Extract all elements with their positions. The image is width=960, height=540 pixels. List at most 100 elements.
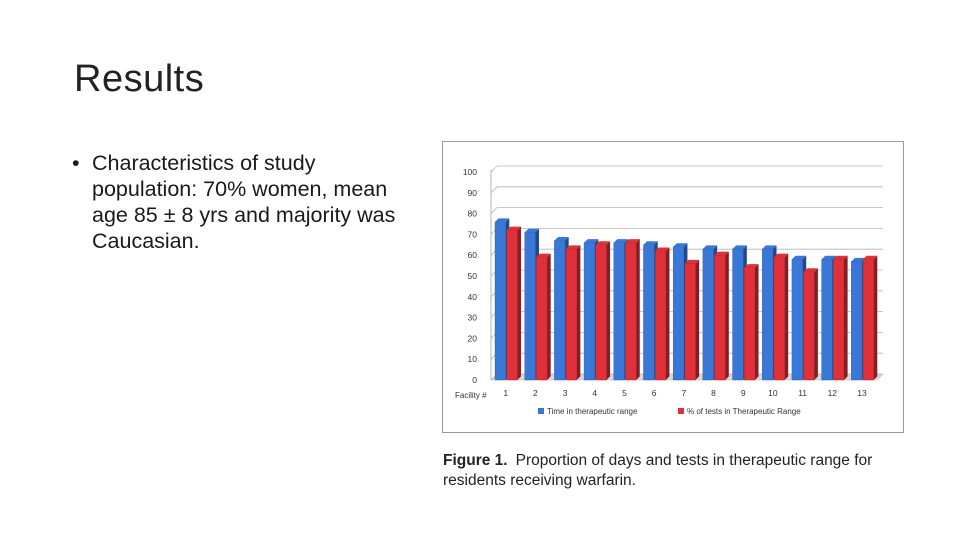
y-tick-label: 60 [468, 250, 478, 260]
bar-tests-in-range [744, 267, 756, 381]
bar-side-tests-in-range [636, 239, 640, 380]
bar-top-tests-in-range [862, 255, 878, 260]
bar-top-time-in-range [554, 237, 569, 241]
bar-top-tests-in-range [655, 247, 670, 252]
bar-tests-in-range [595, 244, 607, 381]
bar-time-in-range [702, 248, 714, 381]
bar-top-tests-in-range [684, 259, 700, 264]
bar-time-in-range [821, 259, 833, 381]
x-tick-label: 7 [681, 388, 686, 398]
bar-side-tests-in-range [606, 241, 611, 380]
bar-side-tests-in-range [695, 259, 700, 380]
x-tick-label: 11 [798, 388, 807, 398]
bar-tests-in-range [862, 259, 874, 381]
bar-top-time-in-range [643, 241, 658, 245]
slide-title: Results [74, 58, 205, 100]
bar-top-tests-in-range [714, 251, 729, 256]
bar-top-time-in-range [821, 255, 836, 260]
bar-tests-in-range [565, 248, 577, 381]
bar-tests-in-range [833, 259, 845, 381]
bar-side-tests-in-range [754, 264, 759, 380]
bar-time-in-range [672, 246, 685, 381]
x-tick-label: 9 [741, 388, 746, 398]
y-tick-label: 90 [468, 188, 478, 198]
x-tick-label: 1 [503, 388, 508, 398]
x-tick-label: 4 [592, 388, 597, 398]
bar-side-tests-in-range [843, 255, 848, 380]
bar-side-tests-in-range [547, 253, 551, 380]
x-tick-label: 2 [533, 388, 538, 398]
bar-time-in-range [494, 221, 506, 381]
y-tick-label: 70 [468, 229, 478, 239]
gridline-diagonal [490, 207, 498, 214]
y-tick-label: 10 [468, 354, 478, 364]
bar-top-tests-in-range [595, 241, 611, 245]
figure-chart-frame: 0 10 20 30 40 50 60 70 80 90 100 1 2 3 4 5 6 7 8 9 10 11 12 13 F… [442, 141, 904, 433]
x-tick-label: 5 [622, 388, 627, 398]
bar-top-tests-in-range [536, 253, 551, 258]
bar-top-tests-in-range [625, 239, 640, 243]
bar-top-time-in-range [762, 245, 777, 249]
bar-top-time-in-range [702, 245, 718, 249]
legend-swatch [538, 408, 544, 414]
bar-top-time-in-range [851, 257, 866, 262]
figure-caption-text: Proportion of days and tests in therapeu… [443, 452, 873, 489]
bar-side-tests-in-range [814, 268, 818, 380]
legend-swatch [678, 408, 684, 414]
bar-top-tests-in-range [773, 253, 789, 258]
bar-tests-in-range [773, 257, 785, 381]
x-tick-label: 6 [652, 388, 657, 398]
bar-side-tests-in-range [576, 245, 581, 380]
bar-top-time-in-range [673, 243, 688, 247]
bullet-item: • Characteristics of study population: 7… [72, 150, 402, 254]
y-tick-label: 50 [468, 271, 478, 281]
bar-tests-in-range [803, 271, 815, 381]
bar-time-in-range [583, 242, 595, 381]
bullet-list: • Characteristics of study population: 7… [72, 150, 402, 254]
bar-top-tests-in-range [744, 264, 759, 268]
bar-tests-in-range [506, 230, 518, 381]
bar-tests-in-range [625, 242, 637, 381]
bar-side-tests-in-range [725, 251, 729, 380]
gridline-diagonal [490, 165, 498, 173]
legend-label: % of tests in Therapeutic Range [687, 407, 801, 416]
bar-time-in-range [791, 259, 803, 381]
bar-time-in-range [851, 261, 863, 381]
bar-time-in-range [762, 248, 774, 381]
bar-top-time-in-range [791, 255, 807, 260]
bar-tests-in-range [536, 257, 548, 381]
bar-tests-in-range [654, 250, 667, 381]
bar-time-in-range [613, 242, 625, 381]
y-tick-label: 40 [468, 292, 478, 302]
bar-top-time-in-range [524, 228, 539, 233]
bar-top-time-in-range [495, 218, 510, 222]
bullet-text: Characteristics of study population: 70%… [92, 151, 396, 253]
bar-time-in-range [643, 244, 655, 381]
figure-caption: Figure 1. Proportion of days and tests in… [443, 451, 923, 491]
bar-top-time-in-range [584, 239, 599, 243]
y-tick-label: 100 [463, 167, 477, 177]
bar-top-tests-in-range [833, 255, 848, 260]
y-tick-label: 0 [472, 375, 477, 385]
bar-time-in-range [524, 232, 536, 381]
x-tick-label: 8 [711, 388, 716, 398]
bullet-dot-icon: • [72, 151, 80, 175]
bar-time-in-range [554, 240, 566, 381]
bar-side-tests-in-range [784, 253, 789, 380]
bar-time-in-range [732, 248, 744, 381]
bar-top-time-in-range [613, 239, 629, 243]
x-tick-label: 10 [768, 388, 778, 398]
bar-side-tests-in-range [665, 247, 670, 380]
bar-side-tests-in-range [873, 255, 878, 380]
gridline-diagonal [490, 186, 498, 194]
bar-top-tests-in-range [506, 226, 521, 231]
x-axis-label: Facility # [455, 391, 487, 400]
bar-top-tests-in-range [566, 245, 581, 249]
legend-label: Time in therapeutic range [547, 407, 638, 416]
x-tick-label: 12 [828, 388, 838, 398]
x-tick-label: 13 [857, 388, 867, 398]
figure-caption-label: Figure 1. [443, 452, 508, 469]
y-tick-label: 30 [468, 313, 478, 323]
bar-tests-in-range [684, 263, 696, 381]
